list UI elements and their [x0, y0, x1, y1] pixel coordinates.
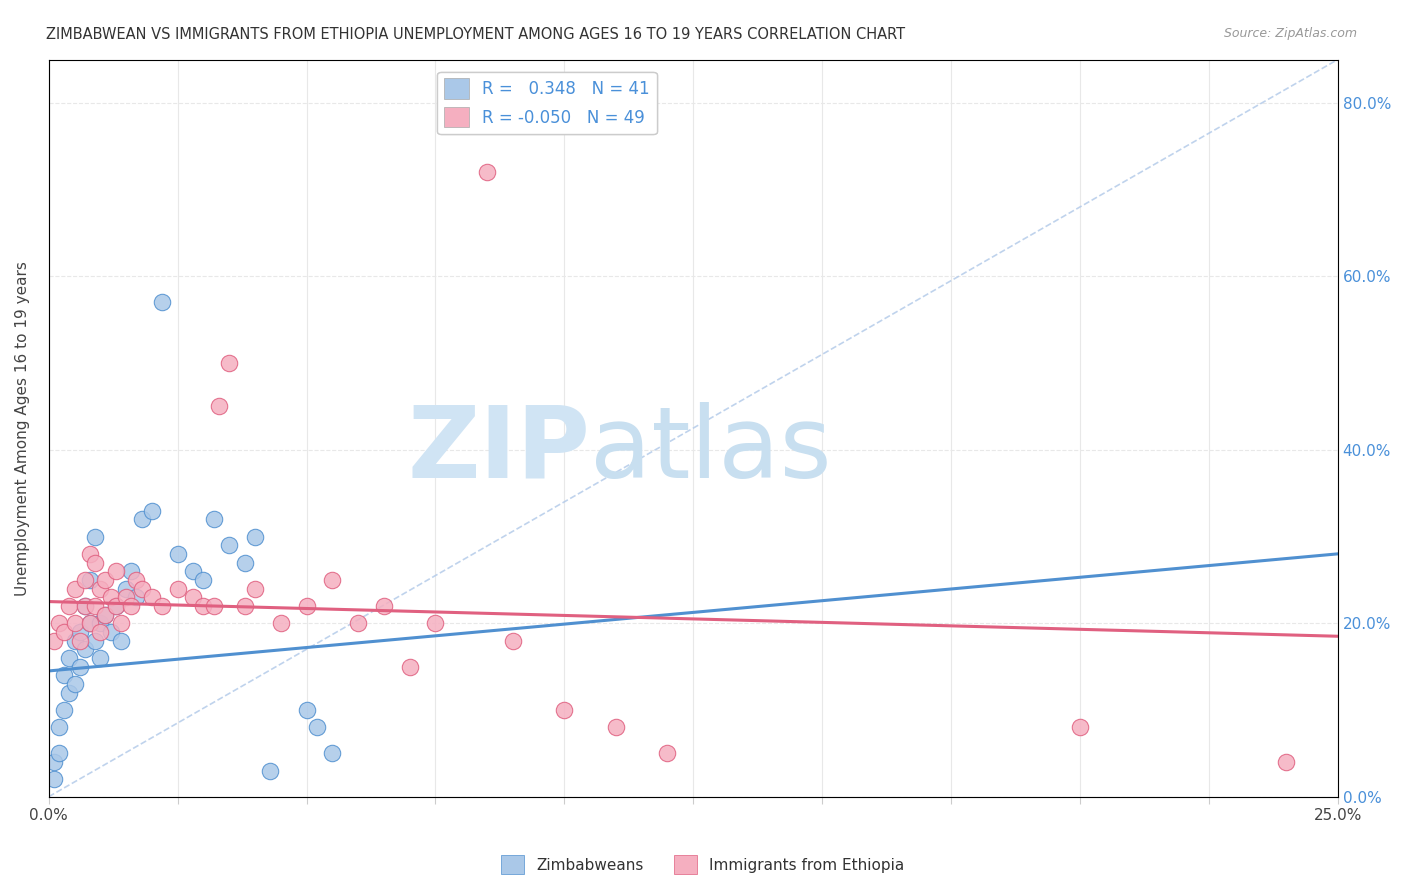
- Text: atlas: atlas: [591, 401, 832, 499]
- Point: [89, 651, 111, 665]
- Point: [115, 591, 138, 605]
- Point: [166, 547, 188, 561]
- Point: [89, 624, 111, 639]
- Point: [321, 573, 343, 587]
- Point: [58, 599, 80, 613]
- Point: [181, 564, 204, 578]
- Point: [94, 573, 117, 587]
- Point: [202, 599, 225, 613]
- Point: [233, 599, 256, 613]
- Point: [321, 747, 343, 761]
- Point: [259, 764, 281, 778]
- Point: [1275, 755, 1298, 769]
- Point: [166, 582, 188, 596]
- Point: [218, 538, 240, 552]
- Point: [193, 599, 215, 613]
- Point: [202, 512, 225, 526]
- Point: [425, 616, 447, 631]
- Point: [373, 599, 395, 613]
- Point: [553, 703, 575, 717]
- Point: [89, 616, 111, 631]
- Point: [84, 556, 107, 570]
- Point: [69, 633, 91, 648]
- Point: [48, 720, 70, 734]
- Point: [131, 512, 153, 526]
- Point: [69, 659, 91, 673]
- Text: Source: ZipAtlas.com: Source: ZipAtlas.com: [1223, 27, 1357, 40]
- Point: [218, 356, 240, 370]
- Text: ZIMBABWEAN VS IMMIGRANTS FROM ETHIOPIA UNEMPLOYMENT AMONG AGES 16 TO 19 YEARS CO: ZIMBABWEAN VS IMMIGRANTS FROM ETHIOPIA U…: [46, 27, 905, 42]
- Point: [305, 720, 328, 734]
- Point: [94, 607, 117, 622]
- Y-axis label: Unemployment Among Ages 16 to 19 years: Unemployment Among Ages 16 to 19 years: [15, 260, 30, 596]
- Point: [295, 703, 318, 717]
- Point: [42, 633, 65, 648]
- Point: [120, 564, 142, 578]
- Point: [502, 633, 524, 648]
- Point: [89, 582, 111, 596]
- Point: [115, 582, 138, 596]
- Point: [270, 616, 292, 631]
- Point: [79, 616, 101, 631]
- Point: [79, 573, 101, 587]
- Point: [104, 599, 127, 613]
- Point: [657, 747, 679, 761]
- Point: [243, 582, 266, 596]
- Point: [110, 633, 132, 648]
- Point: [150, 599, 173, 613]
- Point: [48, 747, 70, 761]
- Point: [141, 591, 163, 605]
- Point: [58, 685, 80, 699]
- Point: [295, 599, 318, 613]
- Point: [347, 616, 370, 631]
- Point: [42, 772, 65, 787]
- Point: [84, 599, 107, 613]
- Point: [104, 599, 127, 613]
- Point: [181, 591, 204, 605]
- Point: [150, 295, 173, 310]
- Point: [1069, 720, 1091, 734]
- Point: [125, 591, 148, 605]
- Point: [69, 624, 91, 639]
- Point: [63, 677, 86, 691]
- Point: [42, 755, 65, 769]
- Point: [104, 564, 127, 578]
- Point: [73, 573, 96, 587]
- Point: [475, 165, 498, 179]
- Point: [53, 668, 76, 682]
- Point: [233, 556, 256, 570]
- Point: [84, 529, 107, 543]
- Point: [110, 616, 132, 631]
- Point: [63, 633, 86, 648]
- Point: [63, 616, 86, 631]
- Point: [125, 573, 148, 587]
- Point: [73, 642, 96, 657]
- Point: [193, 573, 215, 587]
- Point: [63, 582, 86, 596]
- Point: [100, 591, 122, 605]
- Point: [605, 720, 627, 734]
- Legend: Zimbabweans, Immigrants from Ethiopia: Zimbabweans, Immigrants from Ethiopia: [495, 849, 911, 880]
- Point: [79, 616, 101, 631]
- Point: [58, 651, 80, 665]
- Point: [398, 659, 420, 673]
- Point: [131, 582, 153, 596]
- Point: [79, 547, 101, 561]
- Point: [48, 616, 70, 631]
- Point: [53, 703, 76, 717]
- Point: [73, 599, 96, 613]
- Point: [120, 599, 142, 613]
- Text: ZIP: ZIP: [408, 401, 591, 499]
- Point: [53, 624, 76, 639]
- Point: [141, 503, 163, 517]
- Legend: R =   0.348   N = 41, R = -0.050   N = 49: R = 0.348 N = 41, R = -0.050 N = 49: [437, 71, 657, 134]
- Point: [84, 633, 107, 648]
- Point: [208, 400, 231, 414]
- Point: [73, 599, 96, 613]
- Point: [94, 607, 117, 622]
- Point: [100, 624, 122, 639]
- Point: [243, 529, 266, 543]
